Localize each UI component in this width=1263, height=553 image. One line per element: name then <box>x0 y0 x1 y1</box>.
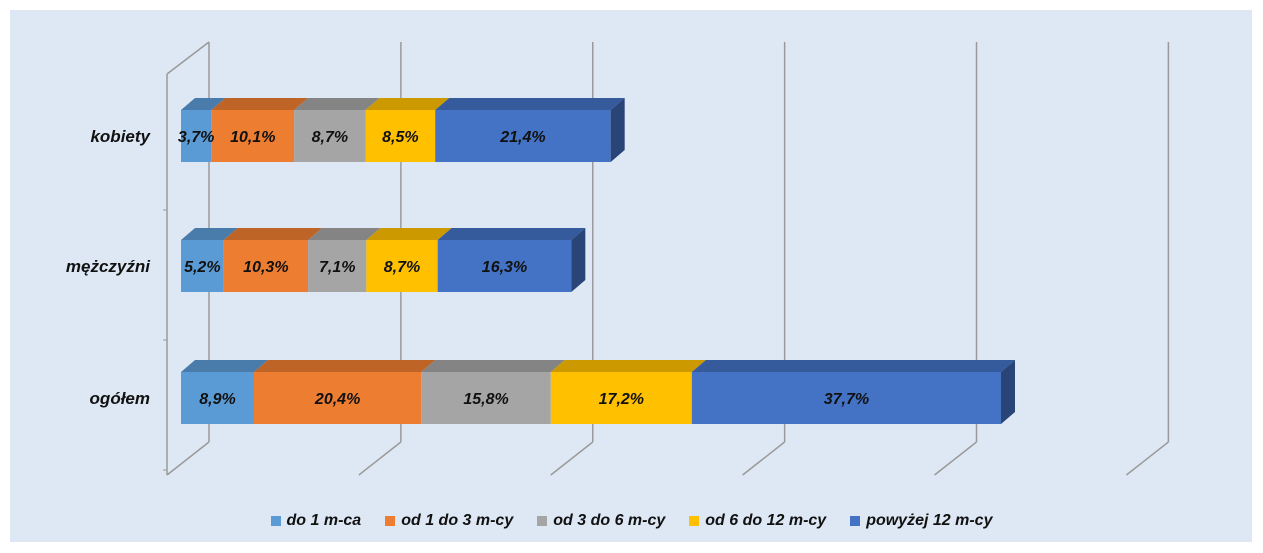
data-label: 17,2% <box>599 391 644 408</box>
gridline-diagonal <box>742 441 786 476</box>
bar-top-face <box>437 228 586 240</box>
data-label: 15,8% <box>463 391 508 408</box>
legend-swatch <box>385 516 396 526</box>
category-label: kobiety <box>90 127 151 146</box>
bar-top-face <box>181 228 238 240</box>
legend: do 1 m-ca od 1 do 3 m-cy od 3 do 6 m-cy od … <box>0 512 1263 530</box>
bar-top-face <box>181 360 268 372</box>
bar-segment <box>253 372 422 424</box>
legend-swatch <box>270 516 281 526</box>
legend-swatch <box>850 516 861 526</box>
legend-label: od 3 do 6 m-cy <box>553 512 666 529</box>
data-label: 37,7% <box>824 391 869 408</box>
bar-segment <box>421 372 551 424</box>
labels: 3,7% 10,1% 8,7% 8,5% 21,4% kobiety 5,2% 10,3% 7,… <box>66 127 869 408</box>
bar-top-face <box>308 228 381 240</box>
legend-item: od 6 do 12 m-cy <box>689 512 826 530</box>
bar-top-face <box>253 360 436 372</box>
bar-segment <box>223 240 309 292</box>
data-label: 5,2% <box>184 259 220 276</box>
bar-segment <box>365 110 436 162</box>
legend-label: do 1 m-ca <box>286 512 362 529</box>
legend-item: od 1 do 3 m-cy <box>385 512 513 530</box>
bar-top-face <box>366 228 452 240</box>
data-label: 8,9% <box>199 391 235 408</box>
data-label: 3,7% <box>178 129 214 146</box>
axis-line-top <box>166 41 210 75</box>
gridline-diagonal <box>550 441 594 476</box>
legend-label: od 1 do 3 m-cy <box>401 512 514 529</box>
data-label: 8,7% <box>312 129 348 146</box>
data-label: 8,7% <box>384 259 420 276</box>
legend-item: od 3 do 6 m-cy <box>537 512 665 530</box>
bar-segment <box>181 240 224 292</box>
bar-segment <box>308 240 367 292</box>
bar-segment <box>294 110 366 162</box>
category-label: mężczyźni <box>66 257 151 276</box>
bar-top-face <box>691 360 1015 372</box>
data-label: 10,3% <box>243 259 288 276</box>
category-label: ogółem <box>90 389 150 408</box>
bar-side-face <box>610 98 625 162</box>
data-label: 8,5% <box>382 129 418 146</box>
bar-segment <box>181 372 254 424</box>
legend-item: powyżej 12 m-cy <box>850 512 992 530</box>
gridline-diagonal <box>358 441 402 476</box>
bar-top-face <box>435 98 625 110</box>
bar-segment <box>691 372 1001 424</box>
data-label: 20,4% <box>314 391 360 408</box>
bars <box>181 98 1015 424</box>
data-label: 21,4% <box>499 129 545 146</box>
gridline-diagonal <box>166 441 210 476</box>
bar-segment <box>550 372 692 424</box>
bar-top-face <box>181 98 226 110</box>
bar-top-face <box>294 98 380 110</box>
bar-segment <box>211 110 295 162</box>
bar-top-face <box>223 228 323 240</box>
bar-top-face <box>421 360 565 372</box>
legend-item: do 1 m-ca <box>270 512 362 530</box>
bar-top-face <box>365 98 450 110</box>
gridline-diagonal <box>1125 441 1169 476</box>
bar-side-face <box>571 228 586 292</box>
gridline-diagonal <box>934 441 977 476</box>
legend-swatch <box>537 516 548 526</box>
bar-segment <box>181 110 212 162</box>
legend-label: powyżej 12 m-cy <box>866 512 993 529</box>
bar-segment <box>435 110 611 162</box>
bar-segment <box>437 240 572 292</box>
legend-swatch <box>689 516 700 526</box>
data-label: 10,1% <box>230 129 275 146</box>
data-label: 16,3% <box>482 259 527 276</box>
bar-segment <box>366 240 438 292</box>
bar-side-face <box>1001 360 1015 424</box>
legend-label: od 6 do 12 m-cy <box>705 512 827 529</box>
bar-top-face <box>550 360 706 372</box>
data-label: 7,1% <box>319 259 355 276</box>
bar-top-face <box>211 98 309 110</box>
